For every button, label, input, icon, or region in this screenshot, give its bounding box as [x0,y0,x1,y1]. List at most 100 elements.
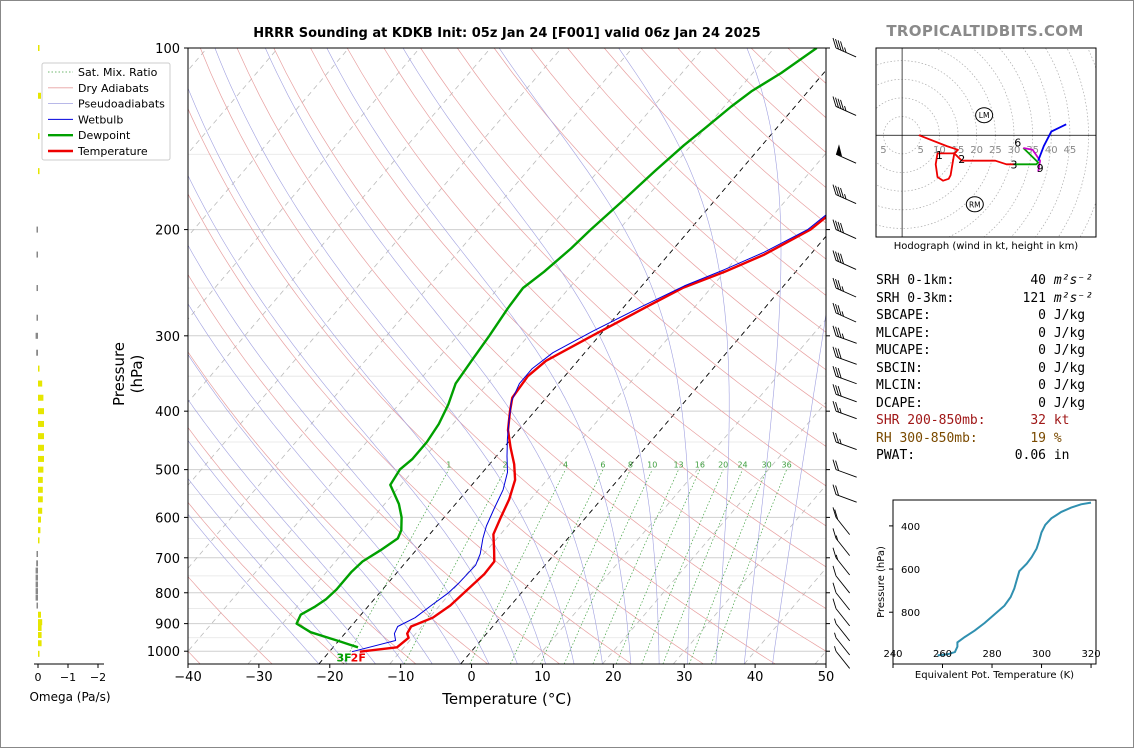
omega-bar [38,619,43,626]
theta-y-tick-label: 800 [901,608,920,619]
wind-barb [834,618,851,642]
theta-x-tick-label: 240 [883,649,902,660]
y-tick-label: 1000 [147,645,180,660]
pseudoadiabat [188,399,405,664]
omega-bar [36,251,38,258]
mixing-ratio-line [710,469,787,664]
omega-bar [35,332,38,339]
dry-adiabat [310,48,826,568]
parameter-row: SBCIN: 0 J/kg [876,360,1093,378]
wind-barb [832,547,851,576]
parameter-value: 0.06 [1014,448,1046,463]
omega-tick-label: 0 [35,671,42,684]
omega-bar [38,611,41,618]
legend-entry: Temperature [77,145,148,158]
parameter-row: SRH 0-3km: 121 m²s⁻² [876,290,1093,308]
wind-barb [832,401,857,420]
hodo-ring-label: 30 [1008,145,1021,156]
omega-bar [38,486,43,493]
parameter-value: 0 [1038,395,1046,411]
parameter-value: 19 [1030,430,1046,446]
omega-bar [38,466,44,473]
omega-bar [36,551,38,558]
parameter-label: MLCAPE: [876,325,931,341]
parameter-unit: kt [1046,413,1070,428]
omega-bar [38,420,44,427]
parameter-row: PWAT: 0.06 in [876,447,1093,465]
mixing-ratio-line [469,469,566,664]
omega-bar [38,433,44,440]
dry-adiabat [603,48,826,260]
wind-barb [832,528,851,556]
wind-barb [832,37,857,58]
isotherm [188,48,704,652]
x-tick-label: −30 [245,670,272,685]
isotherm [247,48,775,664]
isotherm [188,48,421,320]
omega-bar [38,45,40,51]
wind-barb [832,277,857,298]
wind-barb [832,582,851,611]
mixing-ratio-label: 36 [782,461,792,470]
dry-adiabat [750,48,826,119]
y-tick-label: 500 [155,464,180,479]
parameter-table: SRH 0-1km: 40 m²s⁻² SRH 0-3km: 121 m²s⁻² SBC… [876,272,1093,465]
omega-bar [36,560,38,567]
dry-adiabat [188,193,632,664]
omega-bar [36,349,38,356]
parameter-unit: J/kg [1046,308,1086,323]
parameter-unit: in [1046,448,1070,463]
dry-adiabat [188,351,489,664]
parameter-label: SHR 200-850mb: [876,413,986,428]
omega-axis-label: Omega (Pa/s) [29,690,111,704]
parameter-label: SRH 0-3km: [876,290,955,306]
dry-adiabat [787,48,826,84]
pseudoadiabat [743,48,782,664]
parameter-unit: % [1046,430,1062,446]
parameter-row: MLCIN: 0 J/kg [876,377,1093,395]
wind-barb [832,484,857,503]
omega-bar [38,537,40,544]
parameter-label: SBCIN: [876,360,923,376]
pseudoadiabat [188,244,490,664]
dry-adiabat [346,48,826,527]
omega-bar [38,516,41,523]
parameter-value: 0 [1038,308,1046,323]
y-tick-label: 600 [155,511,180,526]
mixing-ratio-line [615,469,701,664]
mixing-ratio-label: 4 [563,461,568,470]
wind-barb [832,431,857,450]
dry-adiabat [420,48,826,447]
wind-barb [832,507,851,535]
omega-bar [38,444,44,451]
wind-barb [835,144,857,164]
parameter-row: DCAPE: 0 J/kg [876,395,1093,413]
wind-barb [832,598,851,627]
isotherm [460,235,826,664]
parameter-label: SRH 0-1km: [876,273,955,288]
mixing-ratio-label: 1 [446,461,451,470]
x-tick-label: 30 [676,670,693,685]
hodo-ring [660,0,1134,378]
wind-barb [832,366,857,385]
dry-adiabat [493,48,826,371]
parameter-label: RH 300-850mb: [876,430,978,446]
x-tick-label: 10 [534,670,551,685]
hodo-trace [1023,147,1041,172]
parameter-value: 121 [1022,290,1046,306]
mixing-ratio-line [662,469,743,664]
mixing-ratio-line [563,469,653,664]
hodo-ring [641,0,1134,396]
parameter-row: SHR 200-850mb: 32 kt [876,412,1093,430]
parameter-row: SBCAPE: 0 J/kg [876,307,1093,325]
mixing-ratio-line [510,469,604,664]
omega-bar [35,588,38,595]
parameter-value: 0 [1038,360,1046,376]
x-tick-label: −10 [387,670,414,685]
mixing-ratio-label: 16 [695,461,705,470]
omega-bar [38,640,42,647]
isotherm [672,484,826,664]
hodo-motion-marker [975,107,994,124]
omega-bar [38,365,40,372]
theta-y-tick-label: 400 [901,522,920,533]
